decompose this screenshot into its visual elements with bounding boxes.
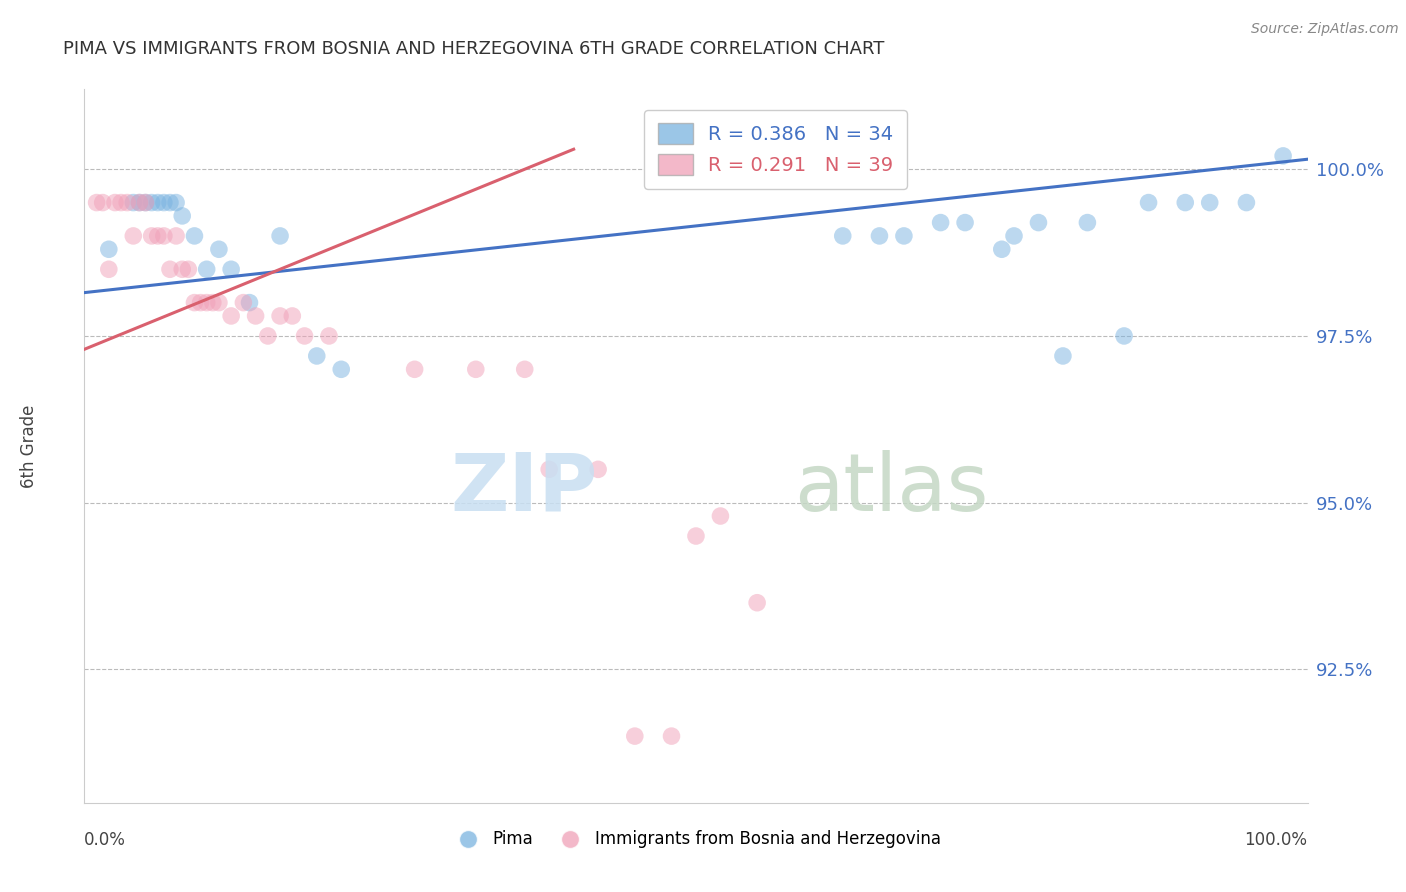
Point — [1174, 195, 1197, 210]
Point — [318, 329, 340, 343]
Text: 100.0%: 100.0% — [1244, 831, 1308, 849]
Point — [330, 362, 353, 376]
Point — [115, 195, 138, 210]
Point — [513, 362, 536, 376]
Point — [869, 228, 891, 243]
Point — [159, 195, 181, 210]
Point — [183, 295, 205, 310]
Point — [404, 362, 426, 376]
Point — [128, 195, 150, 210]
Point — [1236, 195, 1258, 210]
Point — [294, 329, 316, 343]
Point — [232, 295, 254, 310]
Point — [991, 242, 1014, 256]
Point — [747, 596, 769, 610]
Point — [128, 195, 150, 210]
Point — [269, 309, 291, 323]
Point — [269, 228, 291, 243]
Point — [153, 228, 176, 243]
Point — [624, 729, 647, 743]
Point — [208, 242, 231, 256]
Point — [1114, 329, 1136, 343]
Point — [153, 195, 176, 210]
Point — [159, 262, 181, 277]
Point — [661, 729, 683, 743]
Text: atlas: atlas — [794, 450, 988, 528]
Point — [86, 195, 108, 210]
Point — [135, 195, 157, 210]
Point — [97, 262, 120, 277]
Point — [141, 195, 163, 210]
Point — [195, 295, 218, 310]
Point — [245, 309, 267, 323]
Point — [685, 529, 707, 543]
Point — [190, 295, 212, 310]
Point — [219, 309, 242, 323]
Text: PIMA VS IMMIGRANTS FROM BOSNIA AND HERZEGOVINA 6TH GRADE CORRELATION CHART: PIMA VS IMMIGRANTS FROM BOSNIA AND HERZE… — [63, 40, 884, 58]
Point — [183, 228, 205, 243]
Point — [201, 295, 224, 310]
Point — [1028, 216, 1050, 230]
Point — [177, 262, 200, 277]
Text: ZIP: ZIP — [451, 450, 598, 528]
Point — [281, 309, 304, 323]
Point — [110, 195, 132, 210]
Text: 0.0%: 0.0% — [84, 831, 127, 849]
Point — [709, 509, 731, 524]
Point — [238, 295, 260, 310]
Text: Source: ZipAtlas.com: Source: ZipAtlas.com — [1251, 22, 1399, 37]
Point — [91, 195, 114, 210]
Point — [1137, 195, 1160, 210]
Point — [104, 195, 127, 210]
Point — [146, 195, 169, 210]
Point — [219, 262, 242, 277]
Point — [122, 228, 145, 243]
Point — [1052, 349, 1074, 363]
Point — [305, 349, 328, 363]
Text: 6th Grade: 6th Grade — [20, 404, 38, 488]
Point — [1198, 195, 1220, 210]
Point — [586, 462, 609, 476]
Point — [257, 329, 280, 343]
Point — [122, 195, 145, 210]
Legend: Pima, Immigrants from Bosnia and Herzegovina: Pima, Immigrants from Bosnia and Herzego… — [444, 824, 948, 855]
Point — [464, 362, 486, 376]
Point — [538, 462, 561, 476]
Point — [141, 228, 163, 243]
Point — [165, 228, 187, 243]
Point — [165, 195, 187, 210]
Point — [929, 216, 952, 230]
Point — [195, 262, 218, 277]
Point — [1272, 149, 1295, 163]
Point — [953, 216, 976, 230]
Point — [1002, 228, 1025, 243]
Point — [172, 209, 194, 223]
Point — [172, 262, 194, 277]
Point — [135, 195, 157, 210]
Point — [831, 228, 853, 243]
Point — [97, 242, 120, 256]
Point — [893, 228, 915, 243]
Point — [146, 228, 169, 243]
Point — [1076, 216, 1098, 230]
Point — [208, 295, 231, 310]
